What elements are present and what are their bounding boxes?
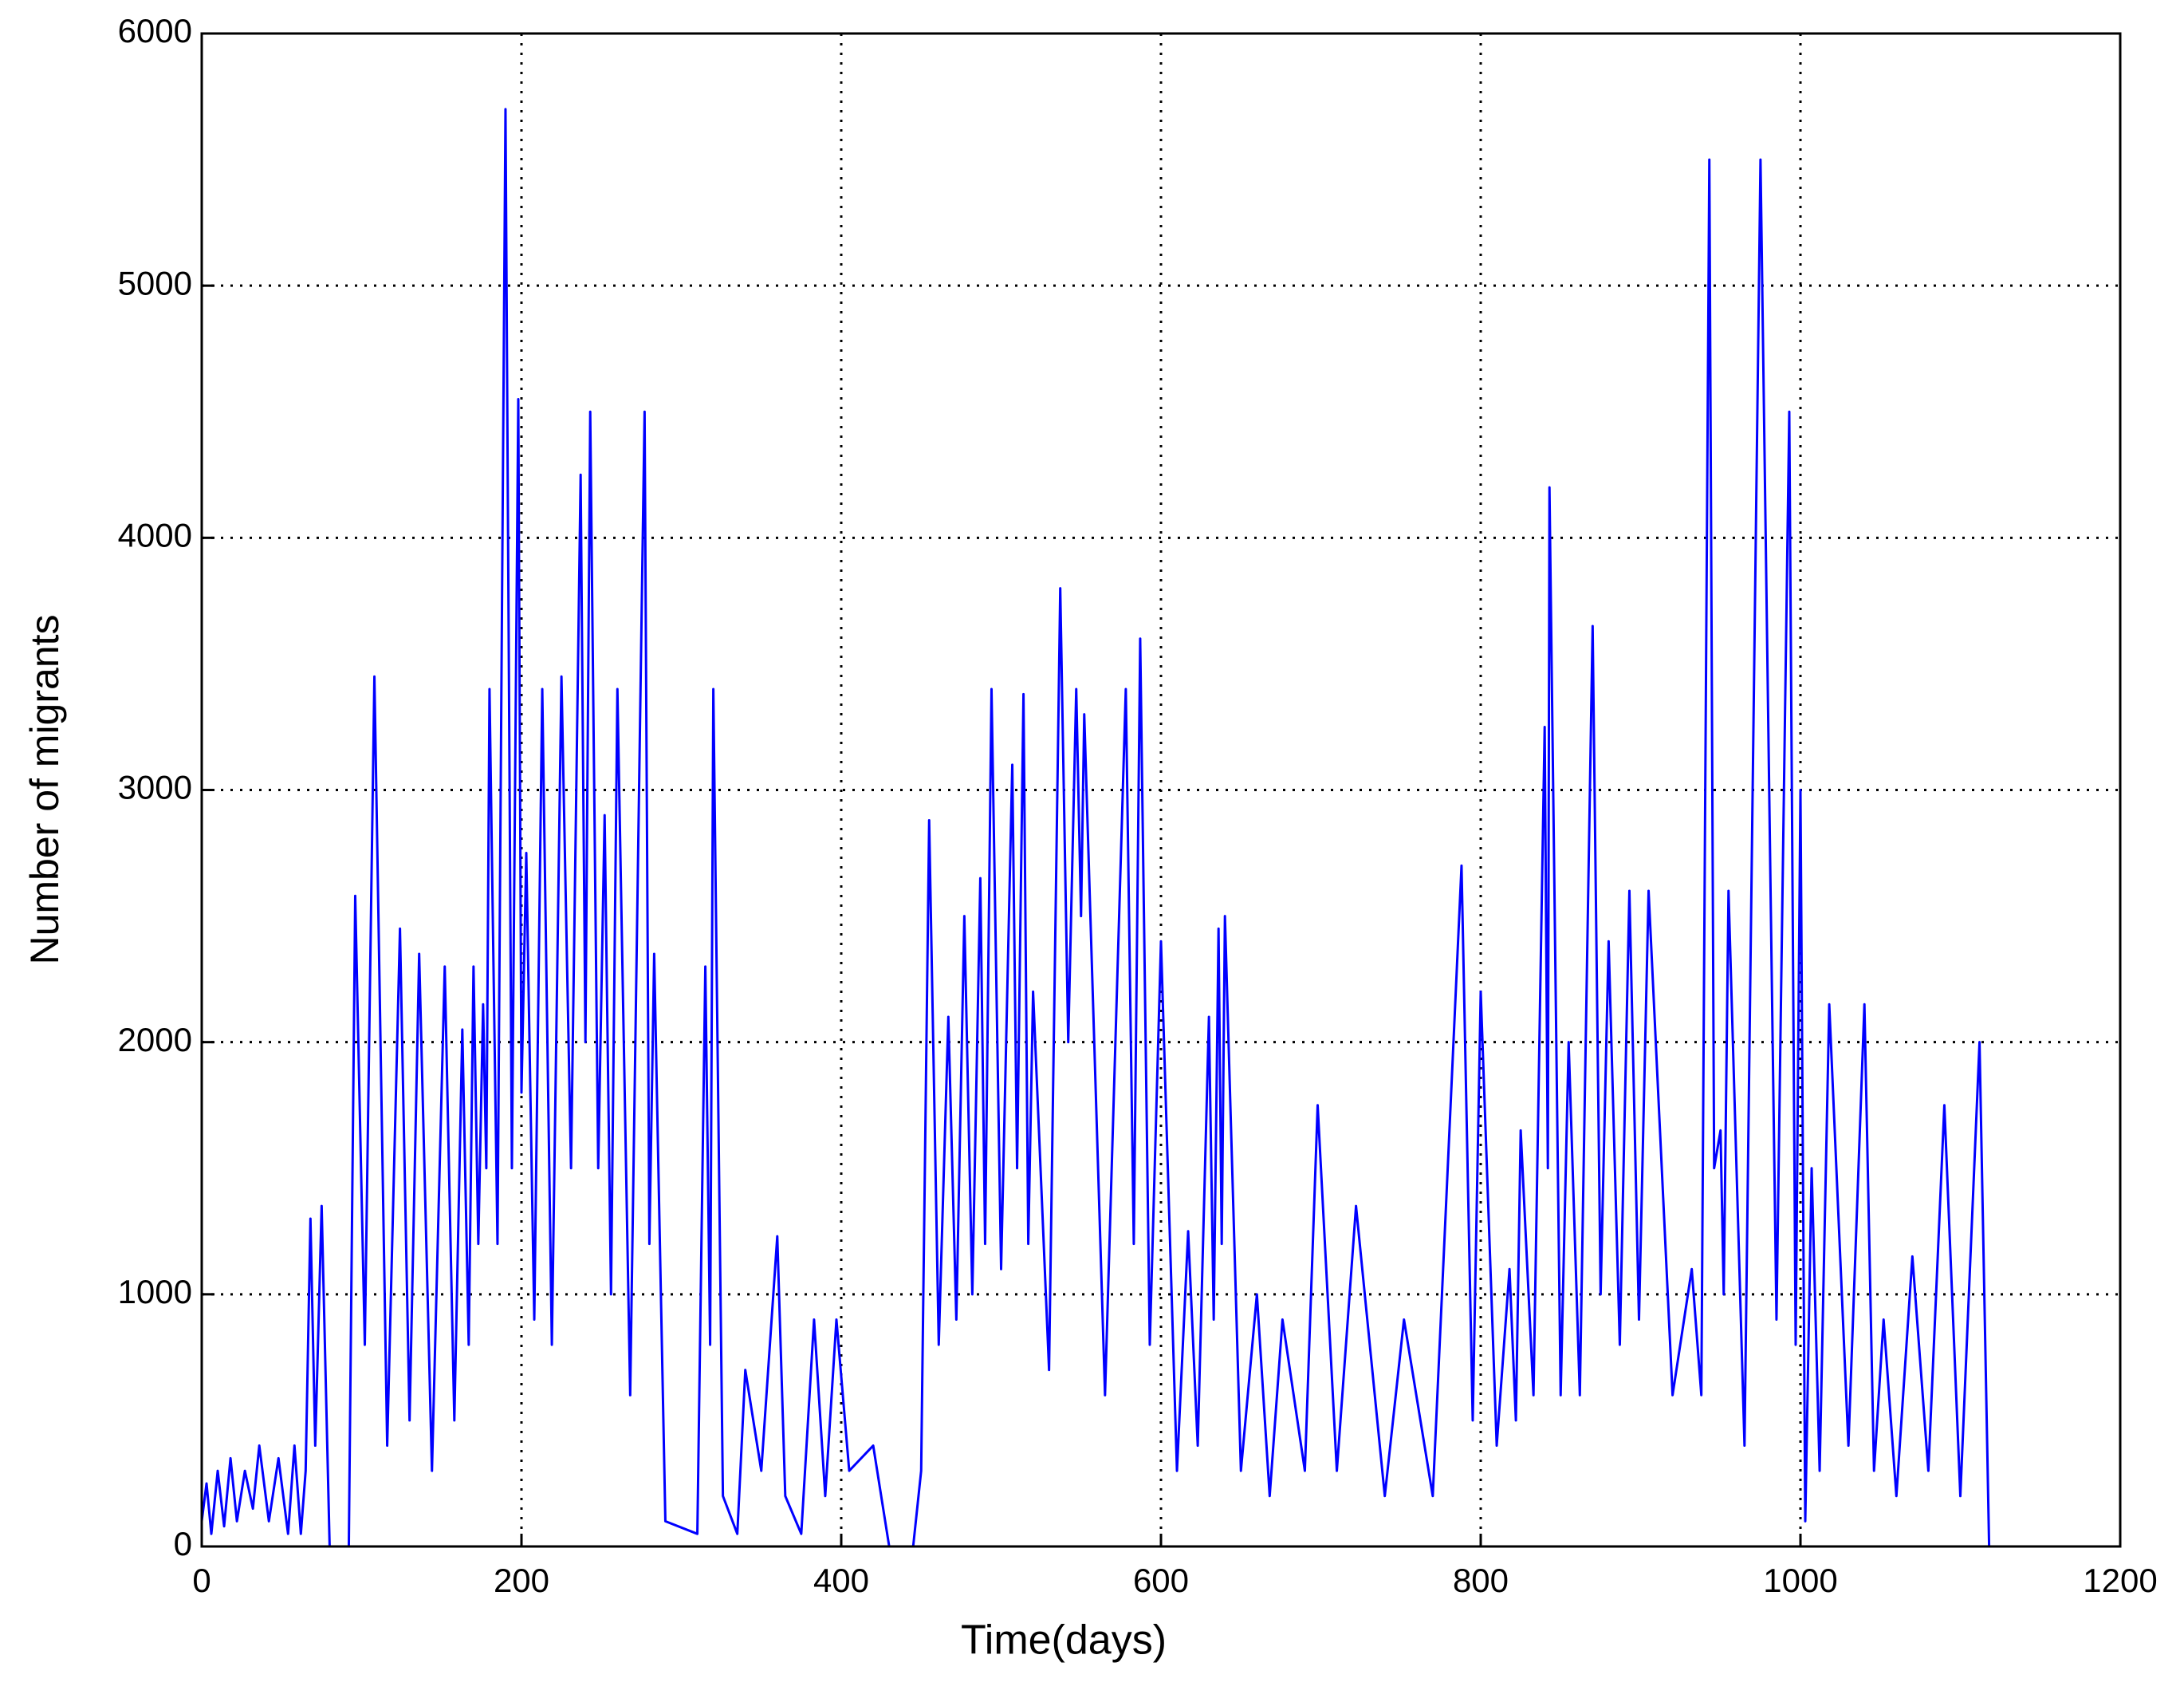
- data-line: [200, 108, 1991, 1548]
- y-tick-label: 6000: [118, 12, 192, 49]
- axes-frame: [200, 32, 2122, 1548]
- y-axis-label: Number of migrants: [22, 614, 67, 964]
- y-tick-label: 4000: [118, 516, 192, 554]
- y-tick-label: 0: [174, 1525, 192, 1562]
- y-tick-label: 1000: [118, 1273, 192, 1310]
- x-tick-label: 1200: [2083, 1562, 2157, 1599]
- x-tick-label: 1000: [1763, 1562, 1837, 1599]
- y-tick-label: 3000: [118, 769, 192, 806]
- x-tick-label: 800: [1453, 1562, 1509, 1599]
- x-tick-label: 600: [1133, 1562, 1189, 1599]
- y-tick-label: 2000: [118, 1021, 192, 1058]
- x-axis-label: Time(days): [961, 1617, 1167, 1664]
- x-tick-label: 400: [813, 1562, 869, 1599]
- y-tick-label: 5000: [118, 264, 192, 301]
- x-tick-label: 200: [494, 1562, 549, 1599]
- x-tick-label: 0: [192, 1562, 211, 1599]
